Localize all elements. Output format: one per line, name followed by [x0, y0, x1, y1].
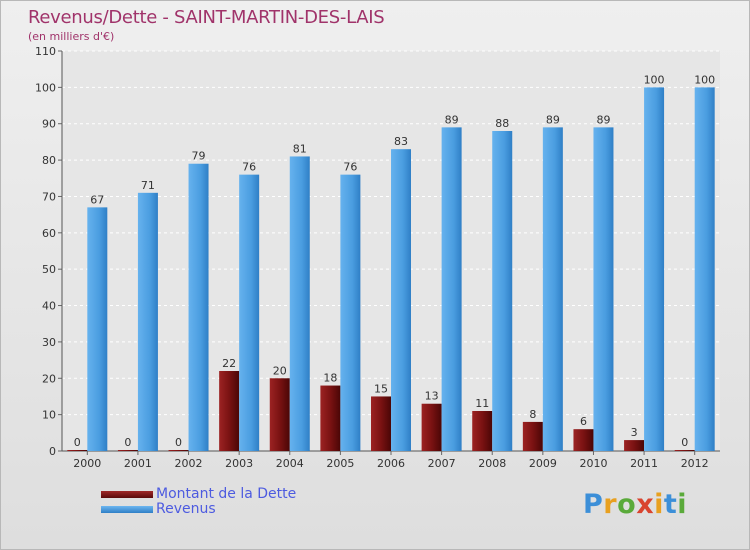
bar-revenus [391, 149, 411, 451]
y-tick-label: 30 [42, 336, 56, 349]
data-label-revenus: 89 [546, 113, 560, 126]
bar-dette [168, 450, 189, 451]
x-tick-label: 2012 [681, 457, 709, 470]
data-label-revenus: 79 [192, 150, 206, 163]
bar-revenus [644, 87, 665, 451]
bar-dette [67, 450, 88, 451]
data-label-dette: 3 [631, 426, 638, 439]
data-label-dette: 22 [222, 357, 236, 370]
bar-dette [624, 440, 645, 451]
y-tick-label: 80 [42, 154, 56, 167]
x-tick-label: 2005 [326, 457, 354, 470]
bar-dette [117, 450, 138, 451]
data-label-dette: 18 [323, 372, 337, 385]
bar-dette [219, 371, 240, 451]
data-label-revenus: 81 [293, 142, 307, 155]
x-tick-label: 2011 [630, 457, 658, 470]
data-label-revenus: 76 [242, 161, 256, 174]
bar-revenus [289, 156, 310, 452]
proxiti-logo: Proxiti [583, 489, 688, 520]
x-tick-label: 2000 [73, 457, 101, 470]
legend-swatch-dette [101, 491, 153, 498]
y-tick-label: 50 [42, 263, 56, 276]
bar-dette [371, 396, 391, 451]
y-tick-label: 60 [42, 227, 56, 240]
x-tick-label: 2002 [175, 457, 203, 470]
data-label-revenus: 100 [644, 73, 665, 86]
x-tick-label: 2003 [225, 457, 253, 470]
bar-revenus [694, 87, 715, 451]
data-label-revenus: 100 [694, 73, 715, 86]
x-tick-label: 2009 [529, 457, 557, 470]
data-label-revenus: 83 [394, 135, 408, 148]
chart-subtitle: (en milliers d'€) [28, 30, 115, 43]
data-label-dette: 13 [425, 390, 439, 403]
bar-dette [472, 411, 493, 451]
bar-revenus [492, 131, 513, 451]
y-tick-label: 40 [42, 300, 56, 313]
data-label-dette: 15 [374, 382, 388, 395]
y-tick-label: 10 [42, 409, 56, 422]
bar-dette [269, 378, 290, 451]
data-label-dette: 0 [175, 436, 182, 449]
data-label-dette: 20 [273, 364, 287, 377]
y-tick-label: 70 [42, 190, 56, 203]
data-label-dette: 6 [580, 415, 587, 428]
y-tick-label: 20 [42, 372, 56, 385]
y-tick-label: 0 [49, 445, 56, 458]
legend-label-revenus: Revenus [156, 501, 216, 517]
chart-title: Revenus/Dette - SAINT-MARTIN-DES-LAIS [28, 7, 385, 28]
x-tick-label: 2004 [276, 457, 304, 470]
data-label-dette: 0 [681, 436, 688, 449]
data-label-revenus: 88 [495, 117, 509, 130]
y-tick-label: 90 [42, 118, 56, 131]
x-tick-label: 2008 [478, 457, 506, 470]
data-label-dette: 8 [529, 408, 536, 421]
legend-label-dette: Montant de la Dette [156, 486, 297, 502]
x-tick-label: 2006 [377, 457, 405, 470]
bar-revenus [340, 174, 361, 452]
bar-revenus [441, 127, 462, 451]
bar-revenus [542, 127, 563, 451]
bar-revenus [239, 174, 260, 452]
x-tick-label: 2001 [124, 457, 152, 470]
x-tick-label: 2010 [579, 457, 607, 470]
data-label-revenus: 89 [445, 113, 459, 126]
y-tick-label: 110 [35, 45, 56, 58]
bar-dette [421, 403, 442, 451]
data-label-dette: 11 [475, 397, 489, 410]
data-label-revenus: 67 [90, 193, 104, 206]
data-label-revenus: 71 [141, 179, 155, 192]
y-tick-label: 100 [35, 81, 56, 94]
data-label-dette: 0 [124, 436, 131, 449]
bar-dette [522, 421, 543, 451]
bar-revenus [593, 127, 614, 451]
x-tick-label: 2007 [428, 457, 456, 470]
bar-revenus [87, 207, 108, 451]
data-label-revenus: 76 [343, 161, 357, 174]
bar-revenus [137, 192, 158, 451]
bar-dette [320, 385, 341, 451]
bar-revenus [188, 163, 209, 451]
bar-dette [573, 429, 594, 451]
data-label-dette: 0 [74, 436, 81, 449]
bar-dette [674, 450, 695, 451]
legend-swatch-revenus [101, 506, 153, 513]
data-label-revenus: 89 [596, 113, 610, 126]
